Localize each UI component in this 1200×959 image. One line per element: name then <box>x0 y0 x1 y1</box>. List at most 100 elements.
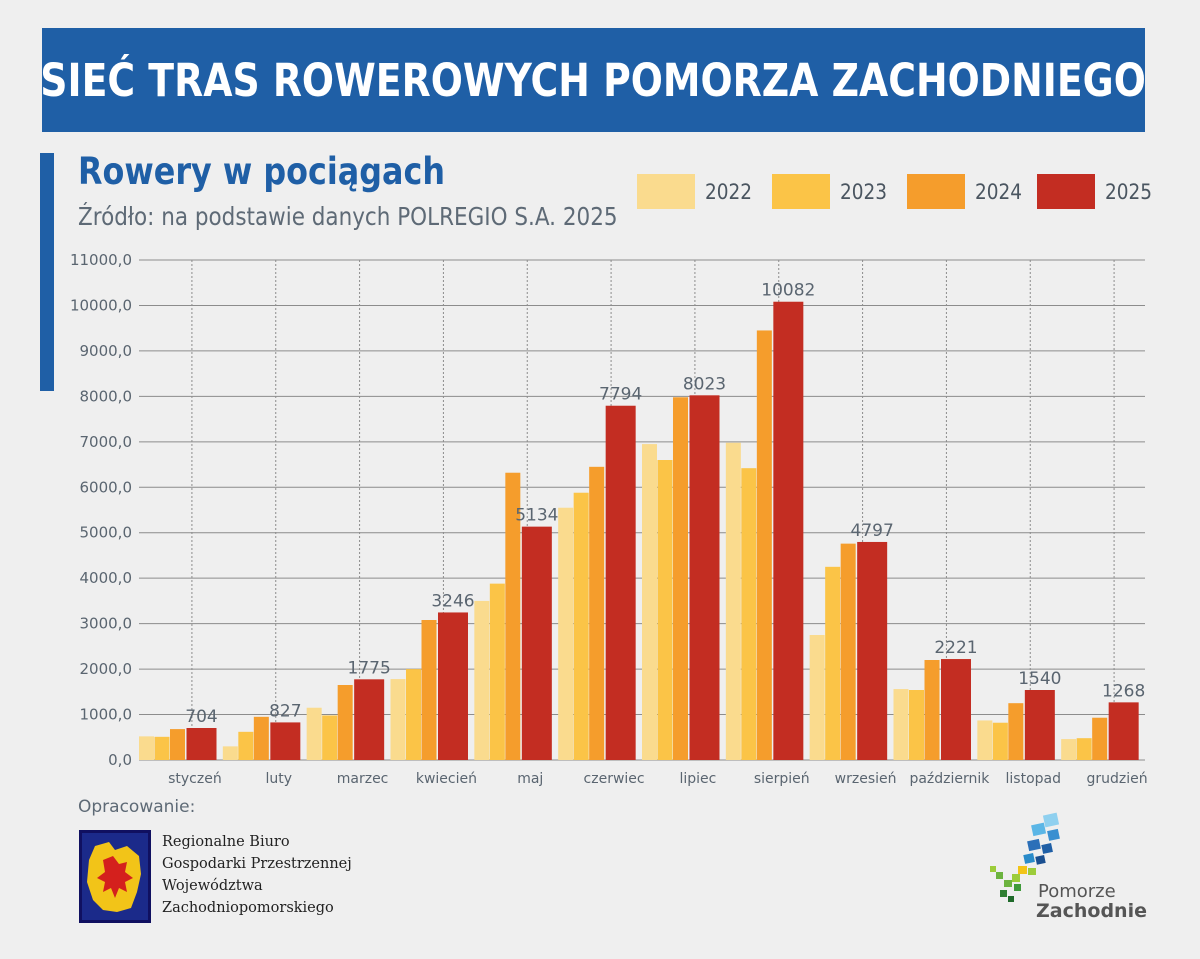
org-line: Województwa <box>162 878 263 894</box>
data-label: 5134 <box>515 506 558 526</box>
legend-swatch-2022 <box>637 174 695 209</box>
bar-2025 <box>521 526 552 760</box>
bar-2023 <box>573 492 589 760</box>
x-tick-label: styczeń <box>168 771 222 787</box>
data-label: 8023 <box>683 374 726 394</box>
legend-swatch-2024 <box>907 174 965 209</box>
x-tick-label: sierpień <box>754 771 810 787</box>
data-label: 1268 <box>1102 681 1145 701</box>
y-tick-label: 8000,0 <box>80 387 133 405</box>
data-label: 704 <box>185 707 217 727</box>
y-tick-label: 11000,0 <box>70 251 132 269</box>
bar-2024 <box>840 543 856 760</box>
bar-2023 <box>1076 738 1092 760</box>
bar-2022 <box>222 746 238 760</box>
legend-swatch-2023 <box>772 174 830 209</box>
bar-2025 <box>186 728 217 760</box>
bar-2024 <box>589 466 605 760</box>
bar-2025 <box>773 301 804 760</box>
bar-2022 <box>558 507 574 760</box>
bar-2023 <box>992 722 1008 760</box>
legend-label-2024: 2024 <box>975 180 1023 204</box>
brand-line2: Zachodnie <box>1036 900 1147 922</box>
bar-2025 <box>1024 690 1055 760</box>
bar-2023 <box>238 731 254 760</box>
data-label: 827 <box>269 701 301 721</box>
org-line: Regionalne Biuro <box>162 834 290 850</box>
data-label: 10082 <box>761 281 815 301</box>
bar-2024 <box>421 620 437 760</box>
data-label: 1540 <box>1018 669 1061 689</box>
bar-2025 <box>689 395 720 760</box>
legend-label-2022: 2022 <box>705 180 753 204</box>
org-line: Gospodarki Przestrzennej <box>162 856 352 872</box>
prepared-by-label: Opracowanie: <box>78 797 196 817</box>
bar-2023 <box>489 583 505 760</box>
brand-logo-text: Pomorze Zachodnie <box>1036 881 1147 922</box>
bar-2023 <box>657 460 673 760</box>
bar-2022 <box>306 707 322 760</box>
x-tick-label: wrzesień <box>835 771 897 787</box>
legend-label-2025: 2025 <box>1105 180 1153 204</box>
y-tick-label: 5000,0 <box>80 524 133 542</box>
bar-2024 <box>505 472 521 760</box>
bar-2023 <box>322 715 338 760</box>
header-banner: SIEĆ TRAS ROWEROWYCH POMORZA ZACHODNIEGO <box>40 28 1147 132</box>
bar-2022 <box>642 444 657 760</box>
data-label: 4797 <box>851 521 894 541</box>
y-tick-label: 10000,0 <box>70 296 132 314</box>
bar-2025 <box>438 612 468 760</box>
bar-2024 <box>337 685 353 760</box>
bar-2024 <box>924 660 940 760</box>
y-tick-label: 7000,0 <box>80 433 133 451</box>
x-tick-label: maj <box>517 771 543 787</box>
y-tick-label: 6000,0 <box>80 478 133 496</box>
bar-2022 <box>977 720 993 760</box>
bar-2022 <box>1061 739 1077 760</box>
coat-of-arms-griffin-icon <box>79 830 151 923</box>
x-tick-label: październik <box>909 771 990 787</box>
bar-2022 <box>809 635 825 760</box>
bar-2024 <box>1008 703 1024 760</box>
bar-2024 <box>170 729 185 760</box>
bar-2023 <box>825 566 841 760</box>
bar-2022 <box>474 600 490 760</box>
bar-2024 <box>756 330 772 760</box>
x-tick-label: kwiecień <box>416 771 477 787</box>
bar-2025 <box>1108 702 1139 760</box>
data-label: 3246 <box>431 591 474 611</box>
org-name: Regionalne Biuro Gospodarki Przestrzenne… <box>162 831 352 919</box>
bar-2023 <box>406 669 421 760</box>
y-tick-label: 9000,0 <box>80 342 133 360</box>
x-tick-label: czerwiec <box>584 771 645 787</box>
x-tick-label: grudzień <box>1087 771 1148 787</box>
legend-swatch-2025 <box>1037 174 1095 209</box>
bar-2025 <box>941 659 971 760</box>
bar-2023 <box>741 468 757 760</box>
bar-2024 <box>673 397 688 760</box>
y-tick-label: 4000,0 <box>80 569 133 587</box>
chart-source: Źródło: na podstawie danych POLREGIO S.A… <box>78 202 618 231</box>
pomorze-zachodnie-logo-icon <box>990 812 1060 902</box>
data-label: 1775 <box>348 658 391 678</box>
org-line: Zachodniopomorskiego <box>162 900 334 916</box>
y-tick-label: 1000,0 <box>80 706 133 724</box>
y-tick-label: 2000,0 <box>80 660 133 678</box>
bar-2022 <box>139 736 154 760</box>
banner-title: SIEĆ TRAS ROWEROWYCH POMORZA ZACHODNIEGO <box>40 53 1147 107</box>
x-tick-label: marzec <box>337 771 389 787</box>
bar-2022 <box>725 442 741 760</box>
x-tick-label: lipiec <box>679 771 716 787</box>
bar-2024 <box>1092 717 1108 760</box>
bar-chart: 0,0 1000,0 2000,0 3000,0 4000,0 5000,0 6000,0 7… <box>70 251 1148 787</box>
bar-2024 <box>253 716 269 760</box>
chart-title: Rowery w pociągach <box>78 150 445 193</box>
legend-label-2023: 2023 <box>840 180 888 204</box>
bar-2025 <box>857 541 888 760</box>
bar-2025 <box>270 722 301 760</box>
bar-2023 <box>154 736 170 760</box>
brand-line1: Pomorze <box>1038 881 1116 902</box>
accent-bar <box>40 153 54 391</box>
data-label: 2221 <box>934 638 977 658</box>
bar-2022 <box>893 689 909 760</box>
